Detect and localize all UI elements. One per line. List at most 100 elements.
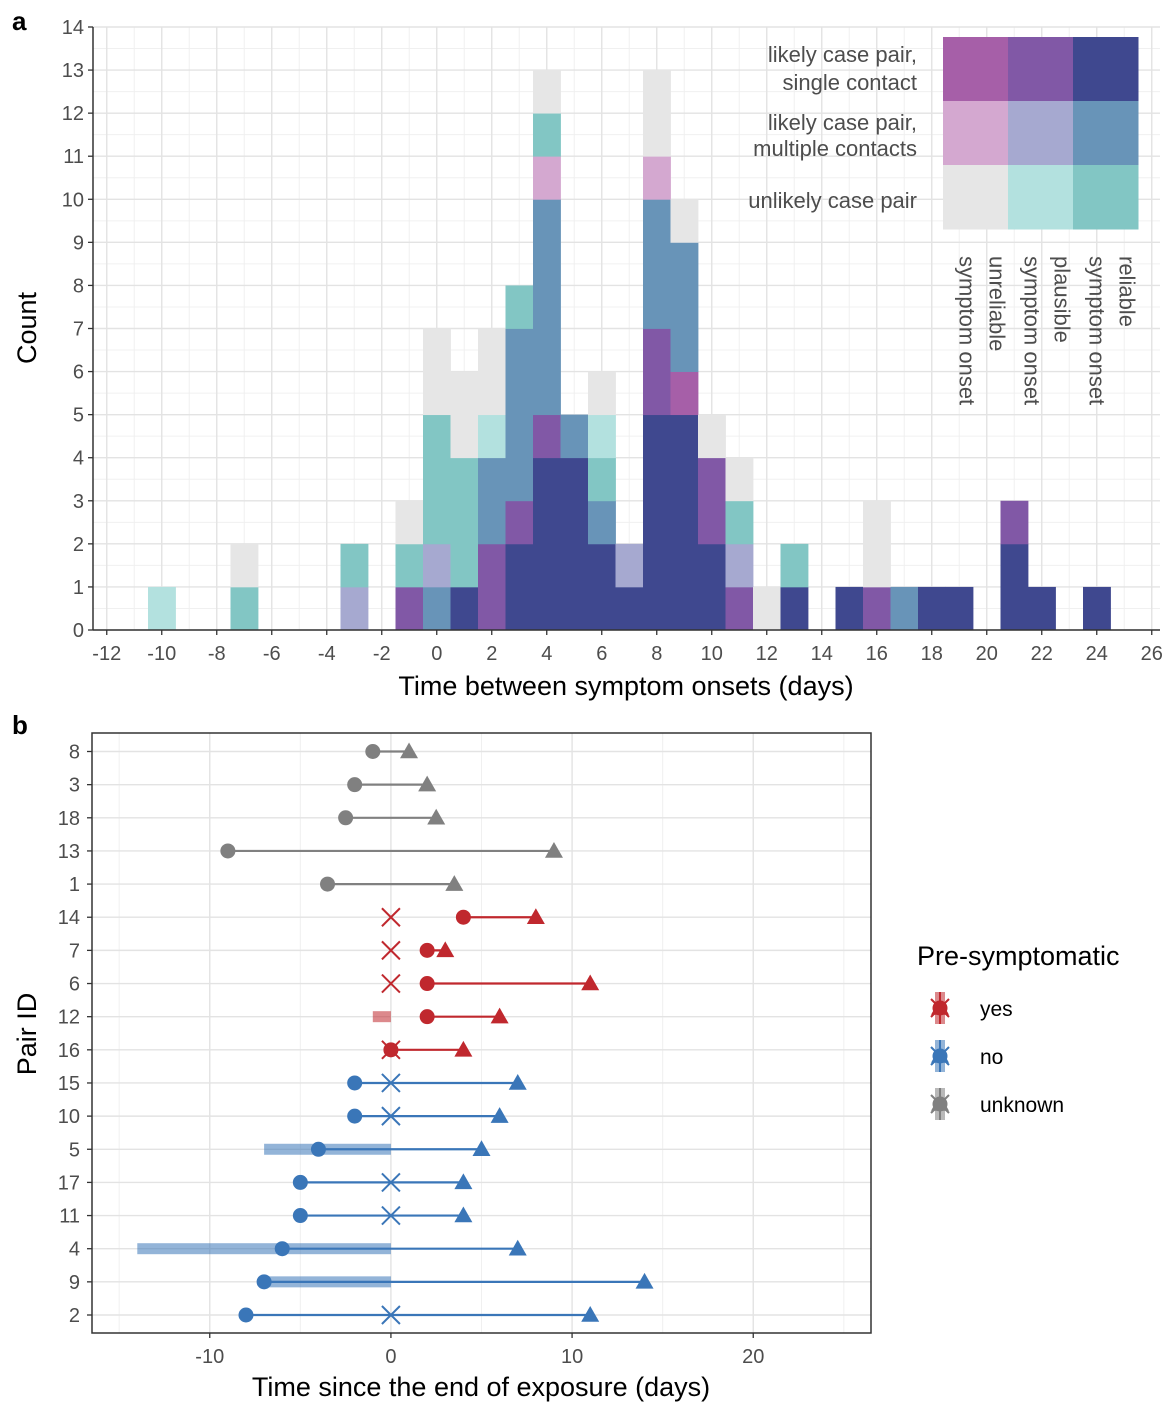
b-x-tick-label: 10 [561, 1346, 583, 1368]
histogram-bar-segment [835, 586, 864, 631]
a-x-tick-label: 16 [866, 643, 888, 665]
a-x-tick-label: 20 [976, 643, 998, 665]
infectee-onset-point [581, 1306, 600, 1322]
b-y-tick-label: 18 [58, 808, 80, 830]
b-legend-key [930, 1088, 950, 1120]
b-legend-label: unknown [980, 1094, 1064, 1117]
b-x-tick-label: 0 [385, 1346, 396, 1368]
histogram-bar-segment [340, 586, 369, 631]
b-y-tick-label: 3 [69, 775, 80, 797]
histogram-bar-segment [725, 543, 754, 588]
legend-column-label: symptom onset [1085, 256, 1110, 405]
histogram-bar-segment [780, 586, 809, 631]
panel-a-label: a [12, 6, 27, 36]
infector-onset-point [320, 876, 336, 892]
cross-stroke [381, 973, 401, 994]
histogram-bar-segment [533, 156, 561, 200]
histogram-bar-segment [725, 500, 754, 545]
legend-swatch [943, 165, 1009, 230]
b-y-tick-label: 13 [58, 841, 80, 863]
infector-onset-point [419, 976, 435, 992]
b-legend-key [930, 992, 950, 1024]
infector-onset-point [419, 1009, 435, 1025]
b-y-tick-label: 6 [69, 974, 80, 996]
legend-column-label: reliable [1115, 256, 1140, 327]
b-x-tick-label: -10 [195, 1346, 224, 1368]
b-x-axis-title: Time since the end of exposure (days) [252, 1372, 710, 1402]
infectee-onset-point [427, 808, 446, 825]
a-x-tick-label: 12 [756, 643, 778, 665]
b-y-tick-label: 4 [69, 1239, 80, 1261]
b-y-tick-label: 9 [69, 1272, 80, 1294]
legend-triangle-glyph [931, 1095, 949, 1111]
b-x-tick-label: 20 [742, 1346, 764, 1368]
histogram-bar-segment [478, 457, 506, 545]
histogram-bar-segment [1000, 543, 1029, 631]
a-x-tick-label: 4 [541, 643, 552, 665]
histogram-bar-segment [1028, 586, 1056, 631]
b-y-tick-label: 10 [58, 1106, 80, 1128]
b-legend-title: Pre-symptomatic [917, 941, 1120, 971]
b-legend-label: yes [980, 998, 1013, 1021]
b-y-tick-label: 1 [69, 874, 80, 896]
b-y-tick-label: 11 [59, 1206, 80, 1228]
cross-stroke [381, 907, 401, 927]
histogram-bar-segment [478, 328, 506, 416]
histogram-bar-segment [533, 70, 561, 114]
legend-column-label: symptom onset [1020, 256, 1045, 405]
a-x-tick-label: -6 [263, 643, 281, 665]
a-y-tick-label: 2 [73, 534, 84, 556]
histogram-bar-segment [450, 586, 479, 631]
histogram-bar-segment [450, 457, 479, 588]
a-y-tick-label: 1 [73, 577, 84, 599]
histogram-bar-segment [478, 414, 506, 459]
histogram-bar-segment [340, 543, 369, 588]
legend-column-label: plausible [1050, 256, 1075, 343]
histogram-bar-segment [643, 70, 671, 157]
legend-swatch [943, 37, 1009, 102]
histogram-bar-segment [643, 199, 671, 329]
infector-onset-point [347, 1108, 363, 1124]
infector-onset-point [256, 1274, 272, 1290]
infectee-onset-point [508, 1073, 527, 1090]
infector-onset-point [347, 1075, 363, 1091]
legend-triangle-glyph [931, 1047, 949, 1063]
a-x-tick-label: 18 [921, 643, 943, 665]
b-y-tick-label: 16 [58, 1040, 80, 1062]
a-y-tick-label: 10 [62, 189, 84, 211]
histogram-bar-segment [615, 586, 644, 631]
cross-stroke [381, 1205, 401, 1226]
a-y-tick-label: 7 [73, 319, 84, 341]
a-y-tick-label: 0 [73, 620, 84, 642]
b-y-tick-label: 12 [58, 1007, 80, 1029]
infectee-onset-point [544, 841, 563, 858]
b-legend-label: no [980, 1046, 1003, 1069]
cross-stroke [381, 1172, 401, 1193]
infector-onset-point [419, 942, 435, 958]
a-x-tick-label: 26 [1141, 643, 1163, 665]
legend-column-label: unreliable [985, 256, 1010, 351]
a-x-tick-label: 2 [486, 643, 497, 665]
legend-column-label: symptom onset [955, 256, 980, 405]
infectee-onset-point [581, 974, 600, 991]
histogram-bar-segment [478, 543, 506, 631]
histogram-bar-segment [1083, 586, 1111, 631]
a-x-tick-label: 6 [596, 643, 607, 665]
infector-onset-point [347, 777, 363, 793]
a-y-tick-label: 6 [73, 362, 84, 384]
histogram-bar-segment [1000, 500, 1029, 545]
exposure-end-marker [381, 973, 401, 994]
cross-stroke [381, 940, 401, 961]
b-y-tick-label: 14 [58, 907, 80, 929]
infectee-onset-point [635, 1272, 654, 1289]
infectee-onset-point [472, 1140, 491, 1157]
infector-onset-point [274, 1241, 290, 1257]
legend-row-label: likely case pair, [768, 42, 917, 67]
histogram-bar-segment [753, 586, 781, 631]
a-y-tick-label: 12 [62, 103, 84, 125]
histogram-bar-segment [450, 371, 479, 459]
a-y-tick-label: 13 [62, 60, 84, 82]
histogram-panel: likely case pair, single contact likely ca… [62, 17, 1163, 665]
histogram-bar-segment [533, 113, 561, 157]
